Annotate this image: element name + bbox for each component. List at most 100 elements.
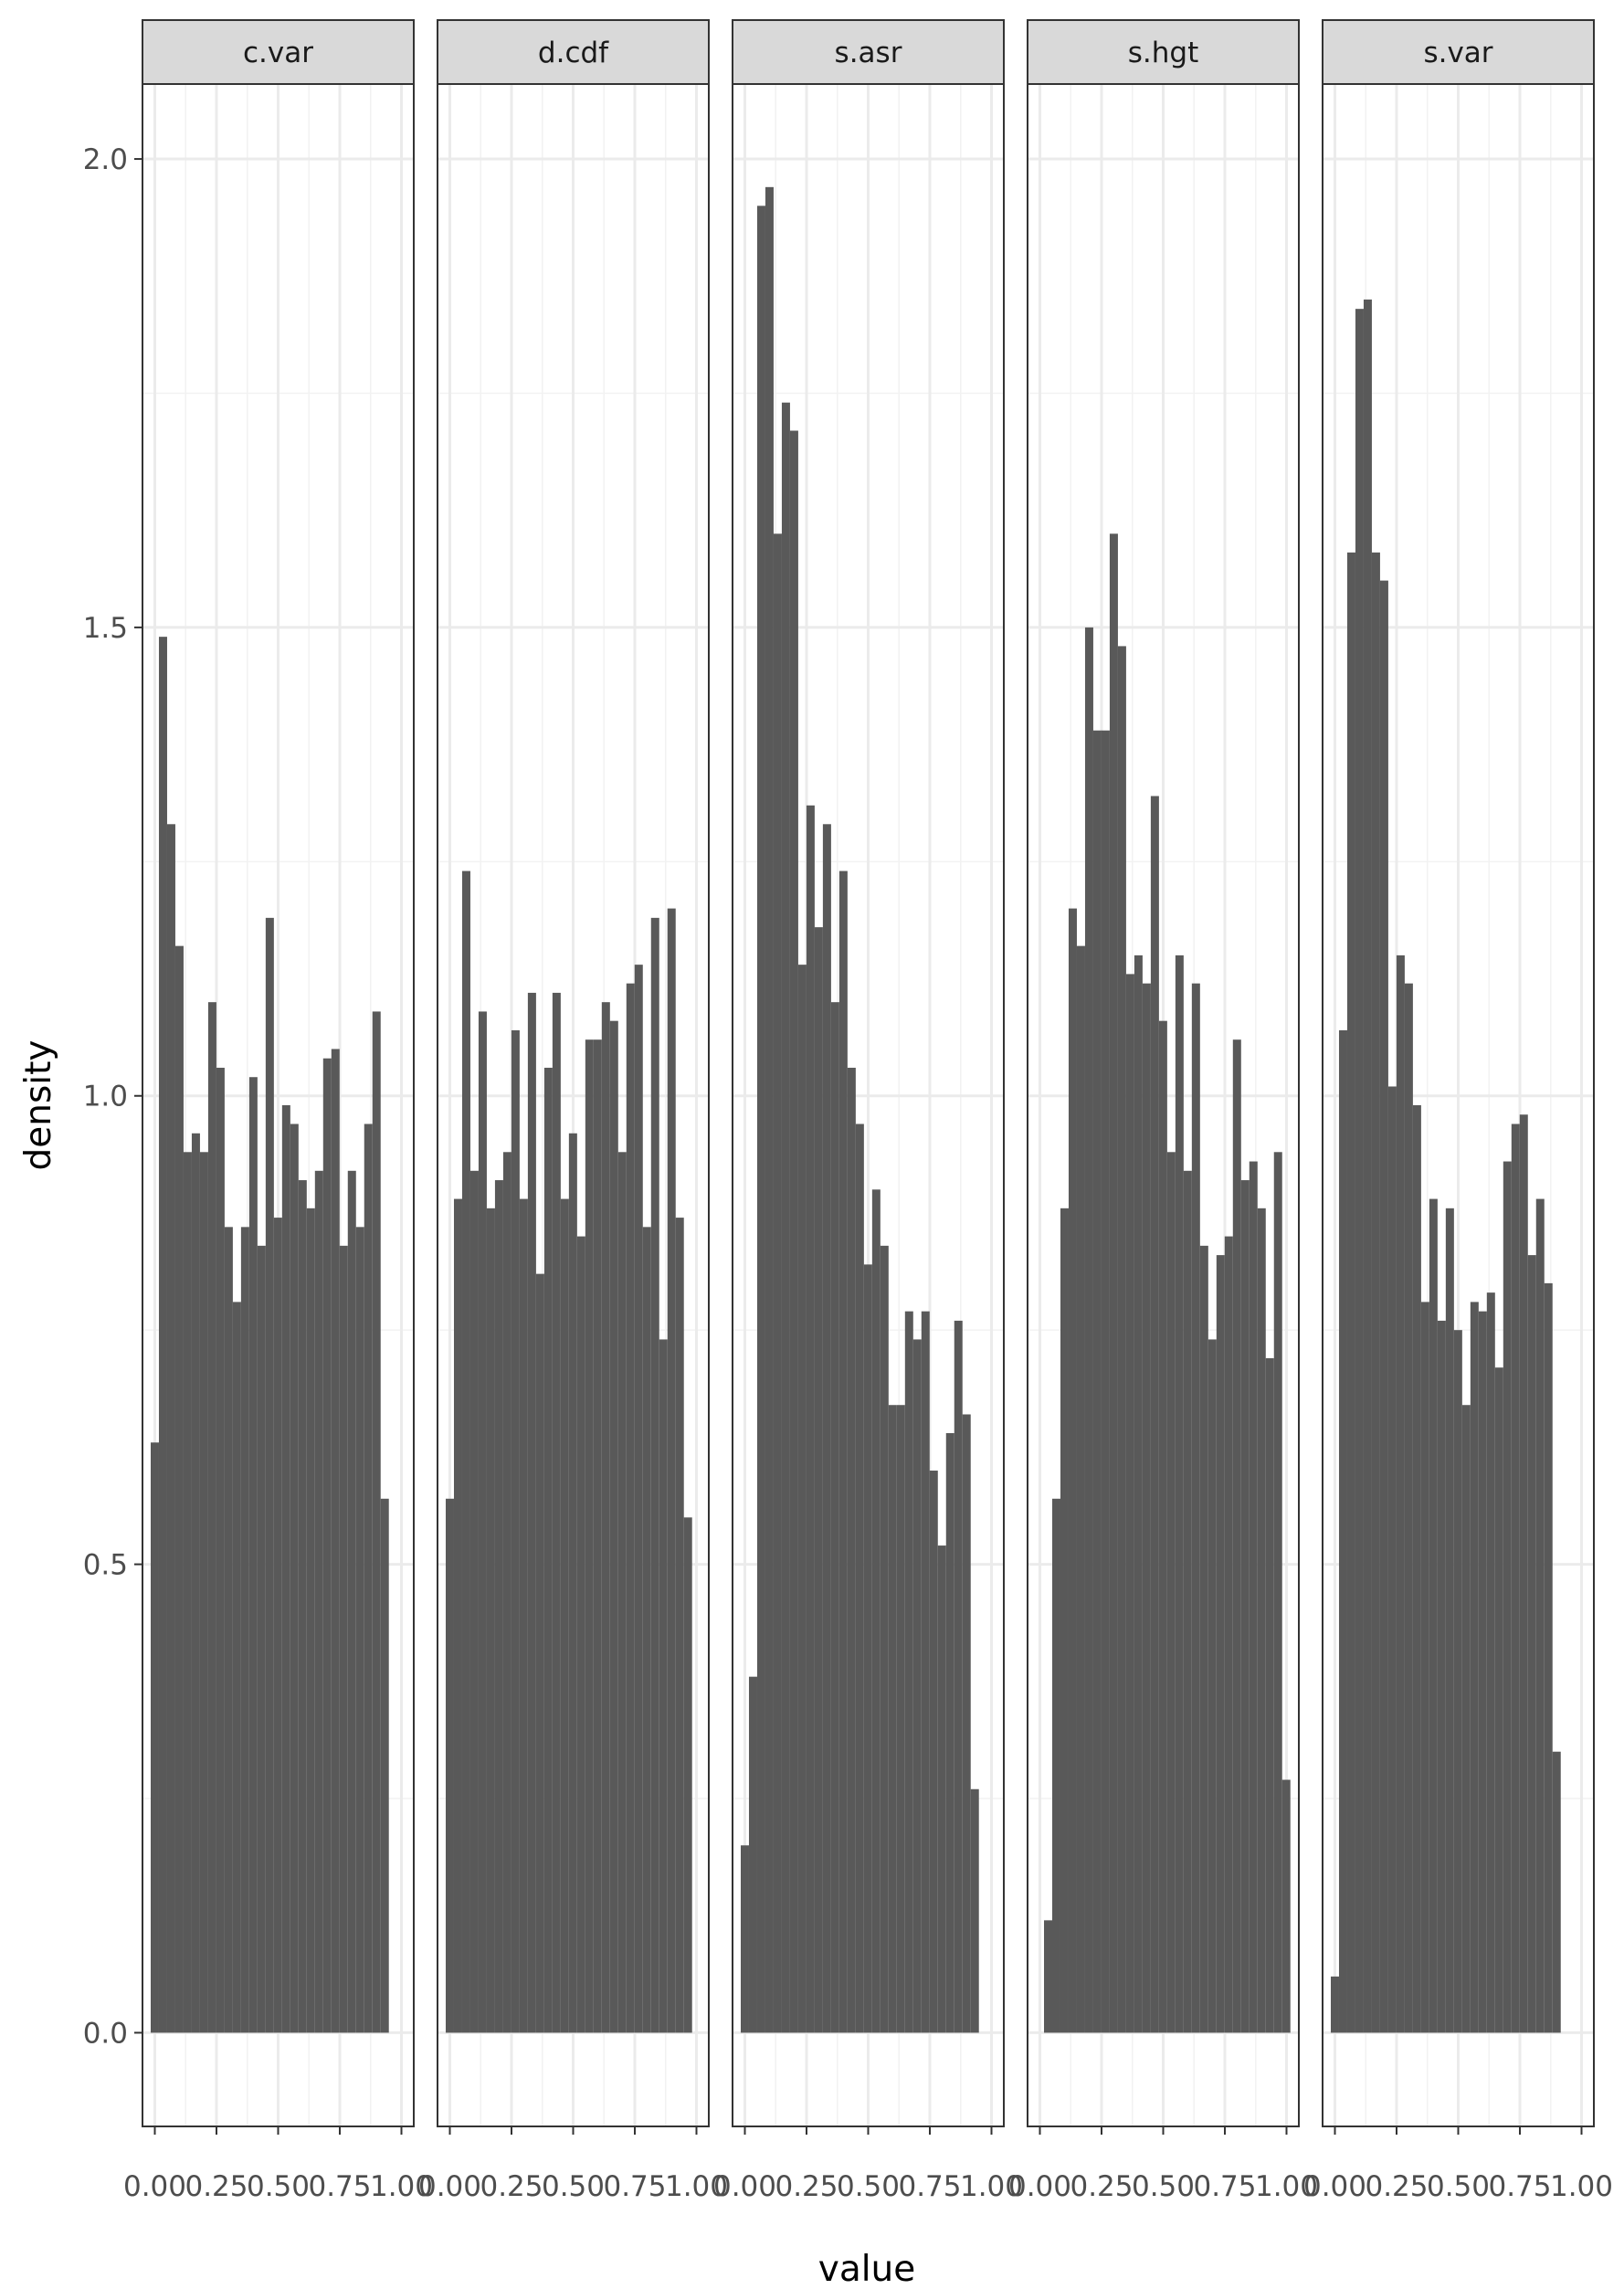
x-tick-label: 1.00 (370, 2170, 433, 2203)
histogram-bar (552, 992, 561, 2033)
histogram-bar (1470, 1302, 1479, 2033)
histogram-bar (248, 1077, 258, 2033)
histogram-bar (1453, 1330, 1462, 2033)
histogram-bar (216, 1067, 225, 2033)
histogram-bar (1257, 1208, 1266, 2033)
histogram-bar (158, 637, 167, 2033)
histogram-bar (1199, 1245, 1208, 2033)
histogram-bar (445, 1498, 454, 2033)
histogram-bar (355, 1227, 364, 2033)
histogram-bar (1445, 1208, 1454, 2033)
histogram-bar (1363, 299, 1372, 2033)
histogram-bar (380, 1498, 389, 2033)
facet-strip (142, 19, 415, 85)
histogram-bar (1379, 580, 1388, 2033)
histogram-bar (535, 1273, 544, 2033)
histogram-bar (847, 1067, 856, 2033)
histogram-bar (954, 1320, 963, 2033)
histogram-bar (257, 1245, 266, 2033)
histogram-bar (871, 1189, 881, 2033)
histogram-bar (1346, 552, 1355, 2033)
histogram-bar (945, 1432, 954, 2033)
histogram-bar (1387, 1086, 1397, 2033)
x-tick-label: 0.50 (247, 2170, 310, 2203)
x-tick-label: 0.75 (898, 2170, 961, 2203)
histogram-bar (838, 870, 848, 2033)
x-tick-label: 0.50 (837, 2170, 900, 2203)
histogram-bar (191, 1133, 200, 2033)
y-tick-label: 1.0 (83, 1081, 128, 1113)
histogram-bar (1478, 1311, 1487, 2033)
histogram-bar (1125, 974, 1134, 2033)
histogram-bar (1396, 955, 1405, 2033)
x-tick-label: 1.00 (665, 2170, 728, 2203)
histogram-bar (364, 1123, 373, 2033)
histogram-bar (683, 1517, 692, 2033)
x-tick-label: 1.00 (960, 2170, 1023, 2203)
histogram-bar (339, 1245, 348, 2033)
x-axis-title: value (818, 2249, 916, 2285)
histogram-bar (1552, 1751, 1561, 2033)
facet-strip (437, 19, 710, 85)
histogram-bar (1175, 955, 1184, 2033)
histogram-bar (1273, 1152, 1282, 2033)
histogram-bar (814, 927, 823, 2033)
histogram-bar (667, 908, 676, 2033)
facet-strip-label: c.var (243, 37, 313, 69)
histogram-bar (1232, 1039, 1241, 2033)
histogram-bar (290, 1123, 299, 2033)
histogram-bar (1134, 955, 1143, 2033)
histogram-bar (372, 1011, 381, 2033)
histogram-bar (1404, 983, 1413, 2033)
histogram-bar (519, 1198, 528, 2033)
histogram-bar (1044, 1920, 1052, 2033)
histogram-bar (740, 1845, 749, 2033)
histogram-bar (642, 1227, 651, 2033)
y-tick-label: 1.5 (83, 612, 128, 645)
histogram-bar (601, 1002, 610, 2033)
histogram-bar (1535, 1198, 1545, 2033)
facet-panel-c-var: c.var 0.000.250.500.751.00 (123, 19, 433, 2203)
histogram-bar (1486, 1292, 1495, 2033)
histogram-bar (265, 917, 274, 2033)
histogram-bar (478, 1011, 487, 2033)
x-tick-label: 0.75 (603, 2170, 666, 2203)
histogram-bar (1142, 983, 1151, 2033)
histogram-bar (298, 1180, 307, 2033)
histogram-bar (1158, 1020, 1167, 2033)
histogram-bar (1109, 533, 1118, 2033)
histogram-bar (1519, 1114, 1528, 2033)
histogram-bar (880, 1245, 889, 2033)
histogram-bar (240, 1227, 249, 2033)
histogram-bar (150, 1442, 159, 2033)
histogram-bar (199, 1152, 208, 2033)
histogram-bar (1281, 1779, 1291, 2033)
histogram-bar (659, 1339, 668, 2033)
histogram-bar (1207, 1339, 1217, 2033)
x-tick-label: 0.50 (1132, 2170, 1195, 2203)
histogram-bar (166, 824, 175, 2033)
histogram-bar (461, 870, 470, 2033)
histogram-bar (797, 965, 807, 2033)
histogram-bar (314, 1170, 323, 2033)
histogram-bar (1420, 1302, 1429, 2033)
histogram-bar (789, 430, 798, 2033)
x-tick-label: 0.50 (542, 2170, 605, 2203)
histogram-bar (855, 1123, 864, 2033)
facet-strip (1322, 19, 1595, 85)
facet-panel-s-var: s.var 0.000.250.500.751.00 (1303, 19, 1613, 2203)
histogram-bar (1461, 1405, 1471, 2033)
facet-strip-label: d.cdf (538, 37, 609, 69)
histogram-bar (560, 1198, 569, 2033)
facet-strip (1027, 19, 1300, 85)
histogram-bar (511, 1029, 520, 2033)
x-tick-label: 0.25 (480, 2170, 543, 2203)
histogram-bar (806, 805, 815, 2033)
x-tick-label: 0.00 (713, 2170, 776, 2203)
x-tick-label: 1.00 (1550, 2170, 1613, 2203)
x-tick-label: 0.75 (1488, 2170, 1551, 2203)
histogram-bar (626, 983, 635, 2033)
histogram-bar (830, 1002, 839, 2033)
